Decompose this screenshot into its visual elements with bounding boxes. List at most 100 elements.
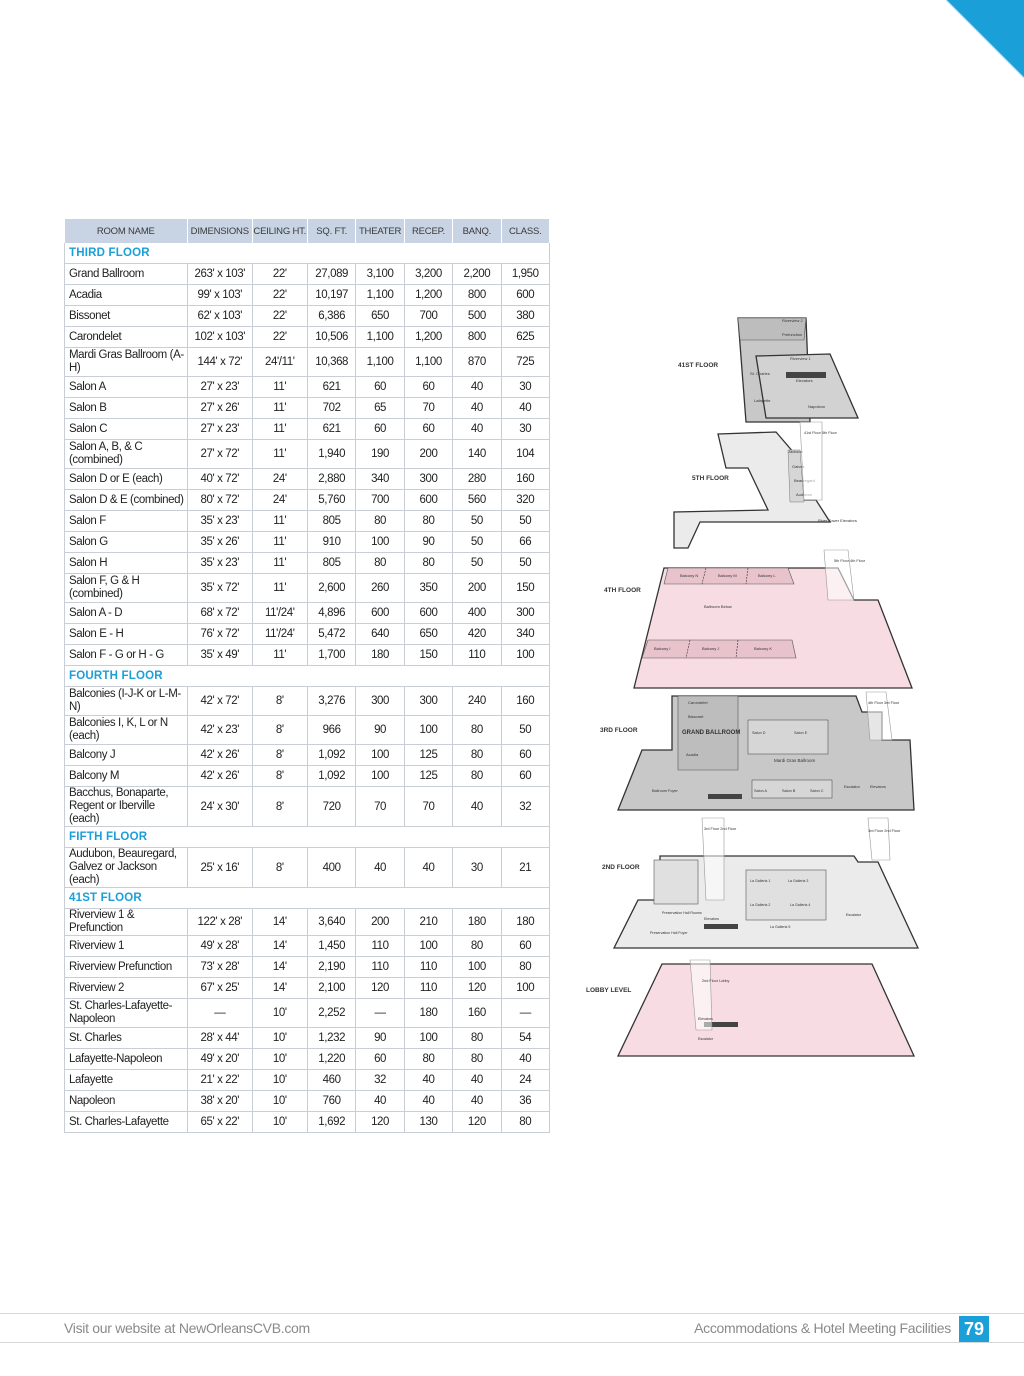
table-cell: 8' — [252, 744, 308, 766]
room-name-cell: Balconies I, K, L or N (each) — [64, 715, 188, 745]
table-cell: 54 — [501, 1027, 551, 1049]
room-name-cell: Salon A, B, & C (combined) — [64, 439, 188, 469]
f2-room-label: La Galleria 5 — [770, 925, 790, 929]
table-cell: 300 — [501, 602, 551, 624]
table-cell: 27' x 72' — [187, 439, 253, 469]
f3-room-label: Elevators — [870, 785, 886, 789]
table-row: Salon B 27' x 26' 11' 702 65 70 40 40 — [64, 397, 551, 419]
table-cell: 24'/11' — [252, 347, 308, 377]
table-cell: 210 — [404, 908, 454, 936]
table-cell: 200 — [452, 573, 502, 603]
table-cell: 1,100 — [355, 326, 405, 348]
table-cell: 21 — [501, 847, 551, 888]
room-name-cell: Salon B — [64, 397, 188, 419]
table-cell: 32 — [355, 1069, 405, 1091]
f3-room-label: Salon B — [782, 789, 796, 793]
table-cell: 300 — [404, 686, 454, 716]
table-cell: 100 — [404, 715, 454, 745]
table-row: Lafayette-Napoleon 49' x 20' 10' 1,220 60 80 8… — [64, 1048, 551, 1070]
f3-room-label: Salon E — [794, 731, 808, 735]
table-cell: 10,197 — [307, 284, 357, 306]
f3-room-label: GRAND BALLROOM — [682, 730, 740, 736]
table-cell: 640 — [355, 623, 405, 645]
table-cell: 150 — [404, 644, 454, 666]
table-cell: 62' x 103' — [187, 305, 253, 327]
meeting-room-table: ROOM NAME DIMENSIONS CEILING HT. SQ. FT. THE… — [64, 219, 551, 1133]
table-cell: 80 — [452, 744, 502, 766]
floor-lobby-plan: 2nd Floor Lobby Elevators Escalator LOBB… — [586, 959, 916, 1057]
table-cell: 400 — [452, 602, 502, 624]
table-cell: 600 — [355, 602, 405, 624]
arrow-label: 3rd Floor 2nd Floor — [704, 827, 737, 831]
table-cell: 66 — [501, 531, 551, 553]
table-row: Salon D & E (combined) 80' x 72' 24' 5,760 7… — [64, 489, 551, 511]
table-cell: 460 — [307, 1069, 357, 1091]
f4-room-label: Balcony L — [758, 573, 776, 578]
table-cell: 260 — [355, 573, 405, 603]
table-row: Salon A, B, & C (combined) 27' x 72' 11' 1,… — [64, 439, 551, 469]
table-cell: 110 — [355, 935, 405, 957]
table-cell: 14' — [252, 956, 308, 978]
room-name-cell: St. Charles — [64, 1027, 188, 1049]
room-name-cell: Carondelet — [64, 326, 188, 348]
room-name-cell: Balcony J — [64, 744, 188, 766]
table-cell: 40 — [452, 786, 502, 827]
table-cell: 22' — [252, 326, 308, 348]
f2-room-label: La Galleria 4 — [790, 903, 810, 907]
table-cell: 702 — [307, 397, 357, 419]
table-cell: 720 — [307, 786, 357, 827]
f41-room-label: St. Charles — [750, 371, 770, 376]
f41-room-label: Riverview 2 — [782, 318, 803, 323]
table-cell: 700 — [355, 489, 405, 511]
column-header: RECEP. — [404, 219, 454, 243]
table-cell: 1,100 — [355, 347, 405, 377]
f41-room-label: Napoleon — [808, 404, 825, 409]
f4-room-label: Balcony K — [754, 646, 772, 651]
f3-room-label: Salon C — [810, 789, 824, 793]
table-cell: 27' x 23' — [187, 418, 253, 440]
table-cell: 73' x 28' — [187, 956, 253, 978]
room-name-cell: Salon H — [64, 552, 188, 574]
arrow-label: 5th Floor 4th Floor — [834, 559, 866, 563]
column-header: CLASS. — [501, 219, 551, 243]
lobby-room-label: Escalator — [698, 1037, 714, 1041]
table-cell: 11'/24' — [252, 602, 308, 624]
table-row: Salon F - G or H - G 35' x 49' 11' 1,700 180… — [64, 644, 551, 666]
f3-room-label: Mardi Gras Ballroom — [774, 758, 816, 763]
f5-room-label: Jackson — [788, 449, 803, 454]
f3-room-label: Salon D — [752, 731, 766, 735]
table-cell: 90 — [404, 531, 454, 553]
table-cell: 805 — [307, 552, 357, 574]
table-cell: 11' — [252, 418, 308, 440]
table-cell: 40 — [501, 1048, 551, 1070]
floor-label-5: 5TH FLOOR — [692, 475, 729, 482]
table-cell: 190 — [355, 439, 405, 469]
table-cell: 40 — [355, 1090, 405, 1112]
table-cell: 120 — [452, 1111, 502, 1133]
room-name-cell: Salon A — [64, 376, 188, 398]
table-row: Balcony J 42' x 26' 8' 1,092 100 125 80 60 — [64, 744, 551, 766]
table-cell: 1,100 — [355, 284, 405, 306]
table-row: Mardi Gras Ballroom (A-H) 144' x 72' 24'/1… — [64, 347, 551, 377]
room-name-cell: Salon D & E (combined) — [64, 489, 188, 511]
table-row: Riverview 1 49' x 28' 14' 1,450 110 100 80 60 — [64, 935, 551, 957]
floor-label-4: 4TH FLOOR — [604, 587, 641, 594]
floor-2-plan: La Galleria 1 La Galleria 2 La Galleria … — [602, 817, 920, 949]
table-cell: 100 — [404, 1027, 454, 1049]
table-cell: 110 — [355, 956, 405, 978]
table-cell: 120 — [452, 977, 502, 999]
table-cell: 99' x 103' — [187, 284, 253, 306]
table-cell: 1,100 — [404, 347, 454, 377]
table-cell: 70 — [355, 786, 405, 827]
table-cell: 60 — [501, 744, 551, 766]
table-cell: 40 — [404, 1090, 454, 1112]
room-name-cell: Salon F, G & H (combined) — [64, 573, 188, 603]
table-cell: 60 — [501, 935, 551, 957]
table-cell: 42' x 26' — [187, 765, 253, 787]
footer-divider — [0, 1313, 1024, 1314]
floor-plan-diagram: Riverview 2 Prefunction Riverview 1 St. … — [586, 317, 920, 1057]
f4-room-label: Balcony M — [718, 573, 737, 578]
table-row: Carondelet 102' x 103' 22' 10,506 1,100 1,200… — [64, 326, 551, 348]
f3-room-label: Bissonet — [688, 714, 704, 719]
table-cell: 725 — [501, 347, 551, 377]
